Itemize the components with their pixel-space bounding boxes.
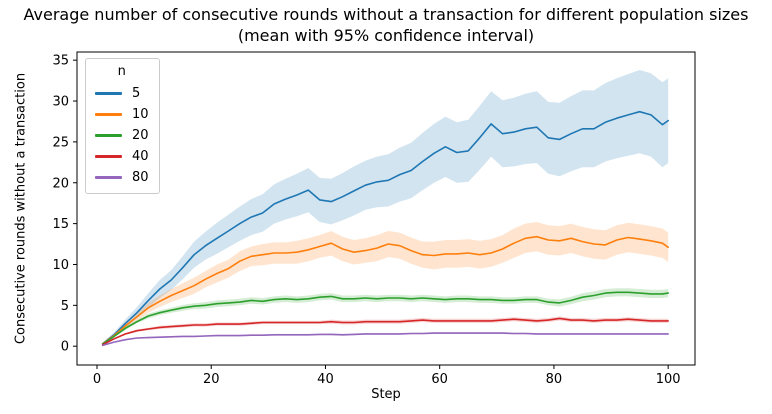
x-tick-label: 0 xyxy=(93,372,101,387)
legend-entry-label: 5 xyxy=(132,86,141,101)
legend: n 5 10 20 40 80 xyxy=(85,58,160,194)
series-line-n20 xyxy=(101,291,670,345)
series-line-n80 xyxy=(101,332,670,347)
x-tick-label: 40 xyxy=(317,372,334,387)
chart-title-line2: (mean with 95% confidence interval) xyxy=(237,25,535,45)
series-line-n10 xyxy=(101,235,670,345)
y-tick-label: 30 xyxy=(52,95,69,110)
legend-entry-label: 80 xyxy=(132,170,149,185)
legend-entry-n5: 5 xyxy=(95,83,149,104)
legend-entry-label: 20 xyxy=(132,128,149,143)
y-tick-label: 0 xyxy=(61,340,69,355)
x-tick-label: 20 xyxy=(203,372,220,387)
legend-entry-n10: 10 xyxy=(95,104,149,125)
y-tick-label: 35 xyxy=(52,54,69,69)
y-tick-label: 20 xyxy=(52,176,69,191)
axes-border xyxy=(76,51,696,366)
legend-title: n xyxy=(117,64,126,79)
legend-entries: 5 10 20 40 80 xyxy=(95,83,149,188)
legend-line-swatch-icon xyxy=(95,134,122,137)
legend-line-swatch-icon xyxy=(95,176,122,179)
x-tick-label: 100 xyxy=(656,372,681,387)
legend-line-swatch-icon xyxy=(95,113,122,116)
y-tick-label: 15 xyxy=(52,217,69,232)
legend-entry-n40: 40 xyxy=(95,146,149,167)
legend-entry-label: 40 xyxy=(132,149,149,164)
y-tick-label: 5 xyxy=(61,299,69,314)
y-axis-label: Consecutive rounds without a transaction xyxy=(13,72,29,345)
series-line-n40 xyxy=(101,317,670,346)
x-axis-label: Step xyxy=(371,387,401,402)
legend-entry-n20: 20 xyxy=(95,125,149,146)
series-line-n5 xyxy=(101,110,670,345)
ci-band-n10 xyxy=(102,222,669,345)
legend-line-swatch-icon xyxy=(95,155,122,158)
y-tick-label: 10 xyxy=(52,258,69,273)
legend-line-swatch-icon xyxy=(95,92,122,95)
legend-entry-label: 10 xyxy=(132,107,149,122)
chart-title-line1: Average number of consecutive rounds wit… xyxy=(23,5,749,24)
ci-band-n20 xyxy=(102,288,669,345)
chart-title: Average number of consecutive rounds wit… xyxy=(0,5,772,46)
x-tick-label: 60 xyxy=(431,372,448,387)
legend-entry-n80: 80 xyxy=(95,167,149,188)
ci-band-n5 xyxy=(102,70,669,345)
y-tick-label: 25 xyxy=(52,135,69,150)
x-tick-label: 80 xyxy=(546,372,563,387)
